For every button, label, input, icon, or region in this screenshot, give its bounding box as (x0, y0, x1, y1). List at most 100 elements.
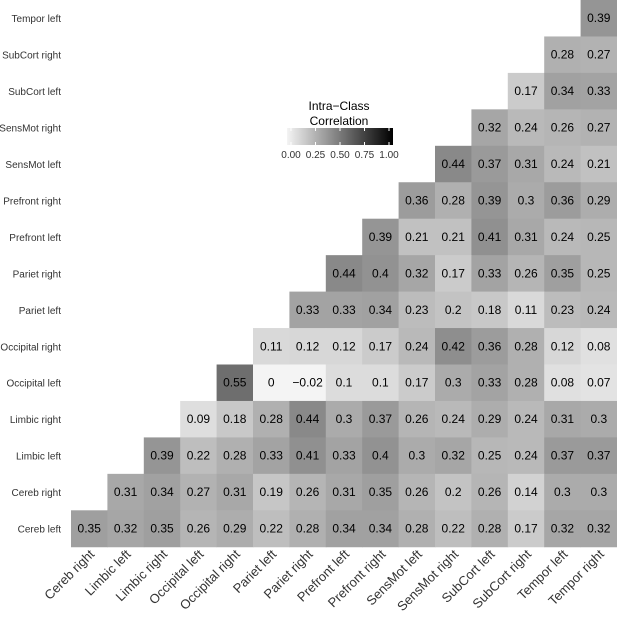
heatmap-cell-value: 0.37 (587, 449, 611, 463)
y-axis-label: Cereb right (12, 488, 62, 499)
heatmap-cell (362, 255, 400, 293)
legend-tick-label: 0.00 (281, 150, 301, 161)
heatmap-cell (544, 72, 582, 110)
heatmap-cell (289, 364, 327, 402)
heatmap-cell-value: 0.28 (514, 376, 538, 390)
heatmap-cell (289, 510, 327, 548)
heatmap-cell-value: 0.14 (514, 485, 538, 499)
heatmap-cell-value: 0.27 (187, 485, 211, 499)
legend-title-line-1: Intra−Class (308, 99, 369, 113)
heatmap-cell (289, 473, 327, 511)
heatmap-cell-value: −0.02 (292, 376, 323, 390)
y-axis-label: SensMot left (5, 160, 61, 171)
heatmap-cell (544, 328, 582, 365)
y-axis-label: Prefront left (9, 233, 61, 244)
heatmap-cell (580, 437, 617, 475)
heatmap-cell-value: 0.34 (369, 522, 393, 536)
heatmap-cell (325, 328, 363, 365)
heatmap-cell (471, 473, 509, 511)
heatmap-cell (435, 364, 472, 402)
heatmap-cell (471, 255, 509, 293)
heatmap-cell (435, 510, 472, 548)
heatmap-cell (253, 328, 290, 365)
heatmap-cell-value: 0.25 (478, 449, 502, 463)
heatmap-cell-value: 0 (268, 376, 275, 390)
heatmap-cell-value: 0.24 (587, 303, 611, 317)
heatmap-cell-value: 0.22 (260, 522, 284, 536)
heatmap-cell-value: 0.35 (369, 485, 393, 499)
heatmap-cell (325, 400, 363, 438)
y-axis-label: Prefront right (3, 196, 61, 207)
heatmap-cell (289, 291, 327, 329)
heatmap-cell-value: 0.41 (296, 449, 320, 463)
heatmap-cell-value: 0.26 (296, 485, 320, 499)
heatmap-cell (362, 510, 400, 548)
heatmap-cell (180, 510, 218, 548)
heatmap-cell-value: 0.28 (442, 193, 466, 207)
heatmap-cell (398, 291, 436, 329)
heatmap-cell-value: 0.4 (372, 266, 389, 280)
heatmap-cell-value: 0.35 (78, 522, 102, 536)
heatmap-cell (507, 72, 545, 110)
heatmap-cell (216, 437, 254, 475)
heatmap-cell-value: 0.36 (478, 339, 502, 353)
heatmap-cell (507, 364, 545, 402)
heatmap-cell-labels: 0.39 0.28 0.27 0.17 0.34 0.33 0.32 0.24 0.26 0.27… (78, 11, 611, 535)
heatmap-cell-value: 0.4 (372, 449, 389, 463)
heatmap-cell-value: 0.27 (587, 48, 611, 62)
heatmap-cell-value: 0.44 (296, 412, 320, 426)
heatmap-cell (471, 437, 509, 475)
heatmap-cell-value: 0.33 (332, 303, 356, 317)
y-axis-label: Occipital left (7, 379, 62, 390)
heatmap-cell (580, 36, 617, 74)
heatmap-cell-value: 0.17 (405, 376, 429, 390)
heatmap-cell (544, 364, 582, 402)
heatmap-cell (471, 218, 509, 256)
heatmap-cell (143, 473, 181, 511)
heatmap-cell-value: 0.32 (587, 522, 611, 536)
legend-colorbar (287, 128, 393, 145)
heatmap-cell-value: 0.55 (223, 376, 247, 390)
heatmap-cell (143, 510, 181, 548)
heatmap-cell (362, 218, 400, 256)
heatmap-cell (325, 364, 363, 402)
heatmap-cell (325, 473, 363, 511)
heatmap-cell (544, 437, 582, 475)
heatmap-cell (289, 400, 327, 438)
heatmap-cell (580, 0, 617, 37)
heatmap-cell (435, 255, 472, 293)
heatmap-cell-value: 0.24 (442, 412, 466, 426)
heatmap-cell (507, 473, 545, 511)
heatmap-cell-value: 0.35 (150, 522, 174, 536)
heatmap-cell (362, 400, 400, 438)
heatmap-cell-value: 0.08 (587, 339, 611, 353)
heatmap-cell-value: 0.41 (478, 230, 502, 244)
heatmap-cell-value: 0.29 (223, 522, 247, 536)
y-axis-label: SubCort left (8, 87, 61, 98)
heatmap-cell-value: 0.23 (551, 303, 575, 317)
heatmap-cell-value: 0.17 (514, 522, 538, 536)
heatmap-cell (544, 473, 582, 511)
heatmap-cell (580, 72, 617, 110)
heatmap-cell (544, 218, 582, 256)
heatmap-cell (544, 109, 582, 147)
heatmap-cell (180, 437, 218, 475)
heatmap-cell-value: 0.28 (551, 48, 575, 62)
heatmap-cell-value: 0.39 (369, 230, 393, 244)
heatmap-cell (507, 109, 545, 147)
heatmap-cell (580, 291, 617, 329)
heatmap-cell (471, 400, 509, 438)
legend-tick-label: 0.25 (306, 150, 326, 161)
heatmap-cell (180, 400, 218, 438)
heatmap-cell-value: 0.33 (587, 84, 611, 98)
heatmap-cell-value: 0.24 (405, 339, 429, 353)
heatmap-cell (435, 218, 472, 256)
y-axis-labels: Tempor left SubCort right SubCort left Sens… (0, 14, 61, 535)
heatmap-cell (180, 473, 218, 511)
heatmap-cell-value: 0.24 (551, 230, 575, 244)
heatmap-cell (107, 473, 145, 511)
heatmap-cell (216, 400, 254, 438)
heatmap-cell-value: 0.31 (551, 412, 575, 426)
heatmap-cell-value: 0.39 (478, 193, 502, 207)
